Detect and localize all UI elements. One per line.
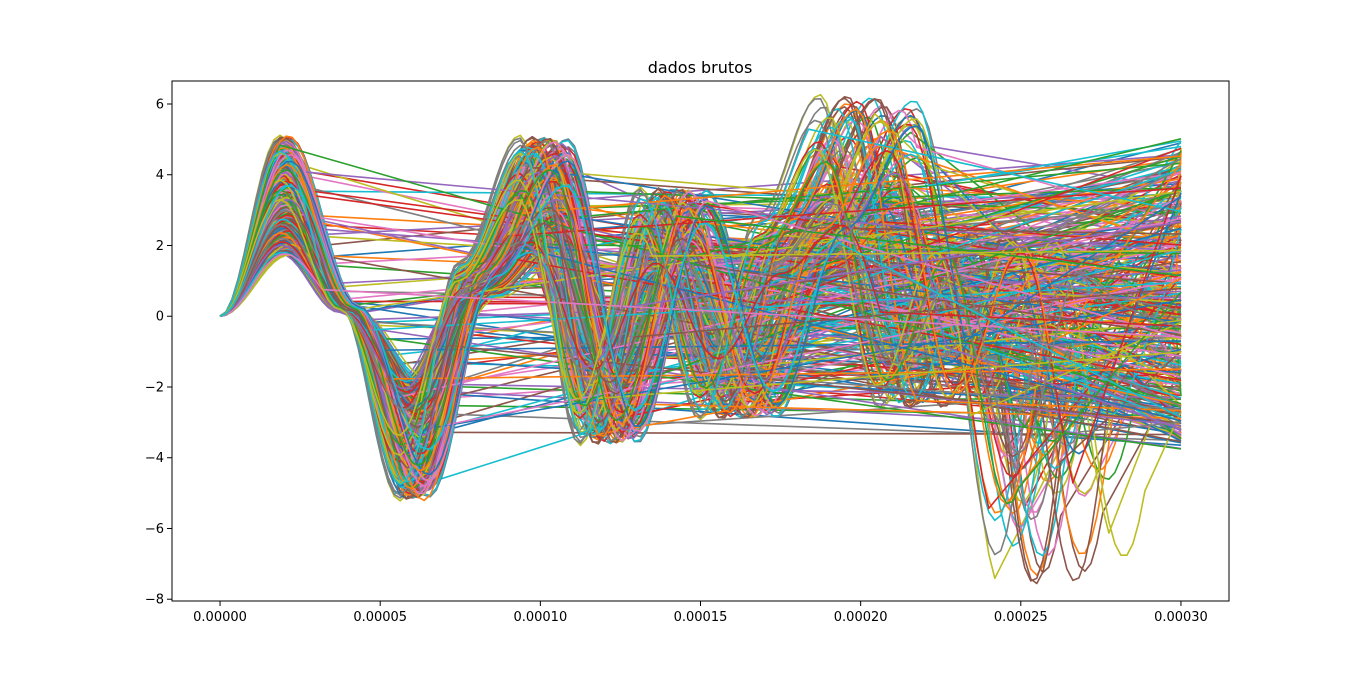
series-line	[219, 185, 1182, 450]
series-line	[219, 253, 1182, 338]
y-tick-label: −8	[145, 593, 164, 608]
series-line	[219, 161, 1182, 505]
x-tick-label: 0.00030	[1154, 610, 1208, 625]
x-tick-label: 0.00010	[513, 610, 567, 625]
y-axis: −8 −6 −4 −2 0 2 4 6	[145, 97, 172, 608]
series-line	[219, 125, 1182, 476]
x-tick-label: 0.00000	[193, 610, 247, 625]
series-line	[219, 139, 1182, 496]
series-line	[219, 198, 1182, 437]
y-tick-label: −4	[145, 451, 164, 466]
series-line	[219, 169, 1182, 467]
y-tick-label: 0	[156, 310, 164, 325]
y-tick-label: −6	[145, 522, 164, 537]
x-tick-label: 0.00020	[834, 610, 888, 625]
series-line	[219, 128, 1182, 486]
x-axis: 0.00000 0.00005 0.00010 0.00015 0.00020 0.000…	[193, 601, 1208, 625]
series-layer	[219, 93, 1182, 585]
y-tick-label: 6	[156, 97, 164, 112]
series-line	[219, 202, 1182, 455]
y-tick-label: −2	[145, 380, 164, 395]
series-line	[219, 130, 1182, 472]
x-tick-label: 0.00025	[994, 610, 1048, 625]
chart-title: dados brutos	[648, 58, 753, 77]
series-line	[219, 222, 1182, 412]
y-tick-label: 2	[156, 239, 164, 254]
x-tick-label: 0.00015	[674, 610, 728, 625]
x-tick-label: 0.00005	[353, 610, 407, 625]
y-tick-label: 4	[156, 168, 164, 183]
